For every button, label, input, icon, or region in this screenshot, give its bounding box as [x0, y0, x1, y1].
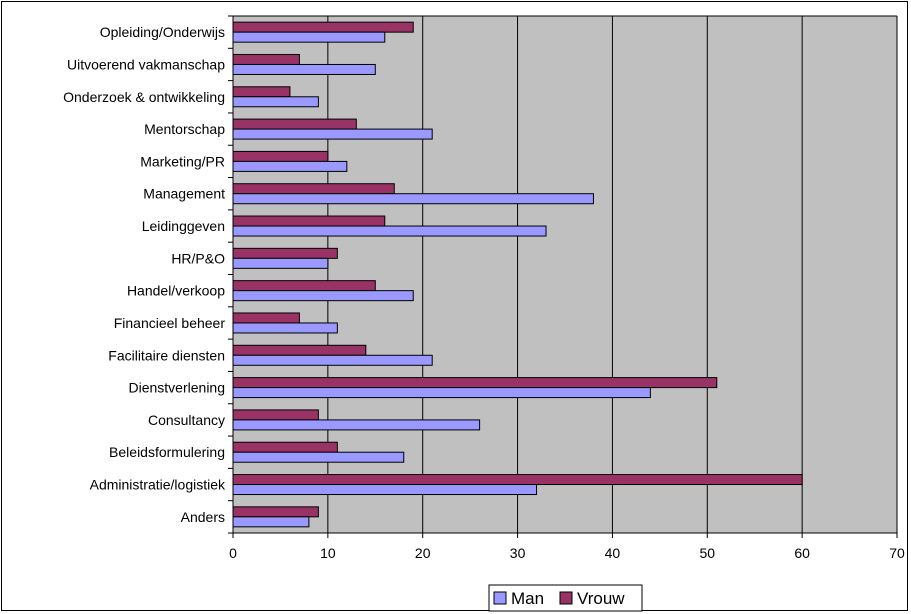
bar-man	[232, 354, 433, 366]
bar-vrouw	[232, 280, 376, 292]
x-tick-label: 70	[889, 545, 905, 561]
category-label: Beleidsformulering	[109, 444, 225, 460]
bar-vrouw	[232, 53, 300, 65]
category-label: Marketing/PR	[140, 153, 225, 169]
x-tick-label: 60	[794, 545, 810, 561]
x-tick-label: 50	[699, 545, 715, 561]
bar-vrouw	[232, 150, 329, 162]
bar-vrouw	[232, 247, 338, 259]
bar-vrouw	[232, 118, 357, 130]
category-label: Uitvoerend vakmanschap	[67, 56, 225, 72]
category-label: Leidinggeven	[142, 218, 225, 234]
bar-man	[232, 257, 329, 269]
bar-man	[232, 160, 348, 172]
legend: Man Vrouw	[488, 584, 643, 612]
bar-vrouw	[232, 344, 367, 356]
bar-man	[232, 96, 319, 108]
category-label: Administratie/logistiek	[90, 477, 226, 493]
plot-area	[233, 16, 897, 533]
category-label: Consultancy	[148, 412, 225, 428]
category-label: HR/P&O	[171, 250, 225, 266]
x-tick-label: 30	[510, 545, 526, 561]
bar-vrouw	[232, 86, 291, 98]
bar-man	[232, 290, 414, 302]
legend-label-vrouw: Vrouw	[577, 589, 625, 608]
x-tick-label: 20	[415, 545, 431, 561]
category-label: Dienstverlening	[129, 380, 226, 396]
bar-man	[232, 419, 481, 431]
category-label: Mentorschap	[144, 121, 225, 137]
x-tick-labels: 0 10 20 30 40 50 60 70	[229, 545, 905, 561]
bar-man	[232, 225, 547, 237]
category-label: Financieel beheer	[114, 315, 226, 331]
legend-label-man: Man	[511, 589, 544, 608]
legend-swatch-man	[493, 591, 507, 605]
bar-vrouw	[232, 409, 319, 421]
bar-vrouw	[232, 21, 414, 33]
bars	[232, 21, 803, 528]
bar-man	[232, 322, 338, 334]
gridlines	[233, 15, 898, 533]
x-tick-label: 40	[605, 545, 621, 561]
bar-vrouw	[232, 506, 319, 518]
category-label: Opleiding/Onderwijs	[100, 24, 225, 40]
bar-vrouw	[232, 183, 395, 195]
bar-vrouw	[232, 312, 300, 324]
category-label: Facilitaire diensten	[108, 347, 225, 363]
bar-man	[232, 63, 376, 75]
category-label: Handel/verkoop	[127, 283, 225, 299]
bar-man	[232, 31, 386, 43]
x-tick-label: 0	[229, 545, 237, 561]
category-label: Onderzoek & ontwikkeling	[63, 89, 225, 105]
category-labels: Opleiding/Onderwijs Uitvoerend vakmanscha…	[63, 24, 226, 525]
bar-man	[232, 387, 651, 399]
bar-man	[232, 484, 538, 496]
bar-man	[232, 128, 433, 140]
bar-vrouw	[232, 474, 803, 486]
axes	[228, 15, 898, 538]
bar-man	[232, 193, 594, 205]
bar-man	[232, 451, 405, 463]
category-label: Management	[143, 186, 225, 202]
category-label: Anders	[181, 509, 225, 525]
bar-vrouw	[232, 215, 386, 227]
bar-vrouw	[232, 441, 338, 453]
x-tick-label: 10	[320, 545, 336, 561]
legend-swatch-vrouw	[559, 591, 573, 605]
bar-man	[232, 516, 310, 528]
bar-vrouw	[232, 377, 718, 389]
